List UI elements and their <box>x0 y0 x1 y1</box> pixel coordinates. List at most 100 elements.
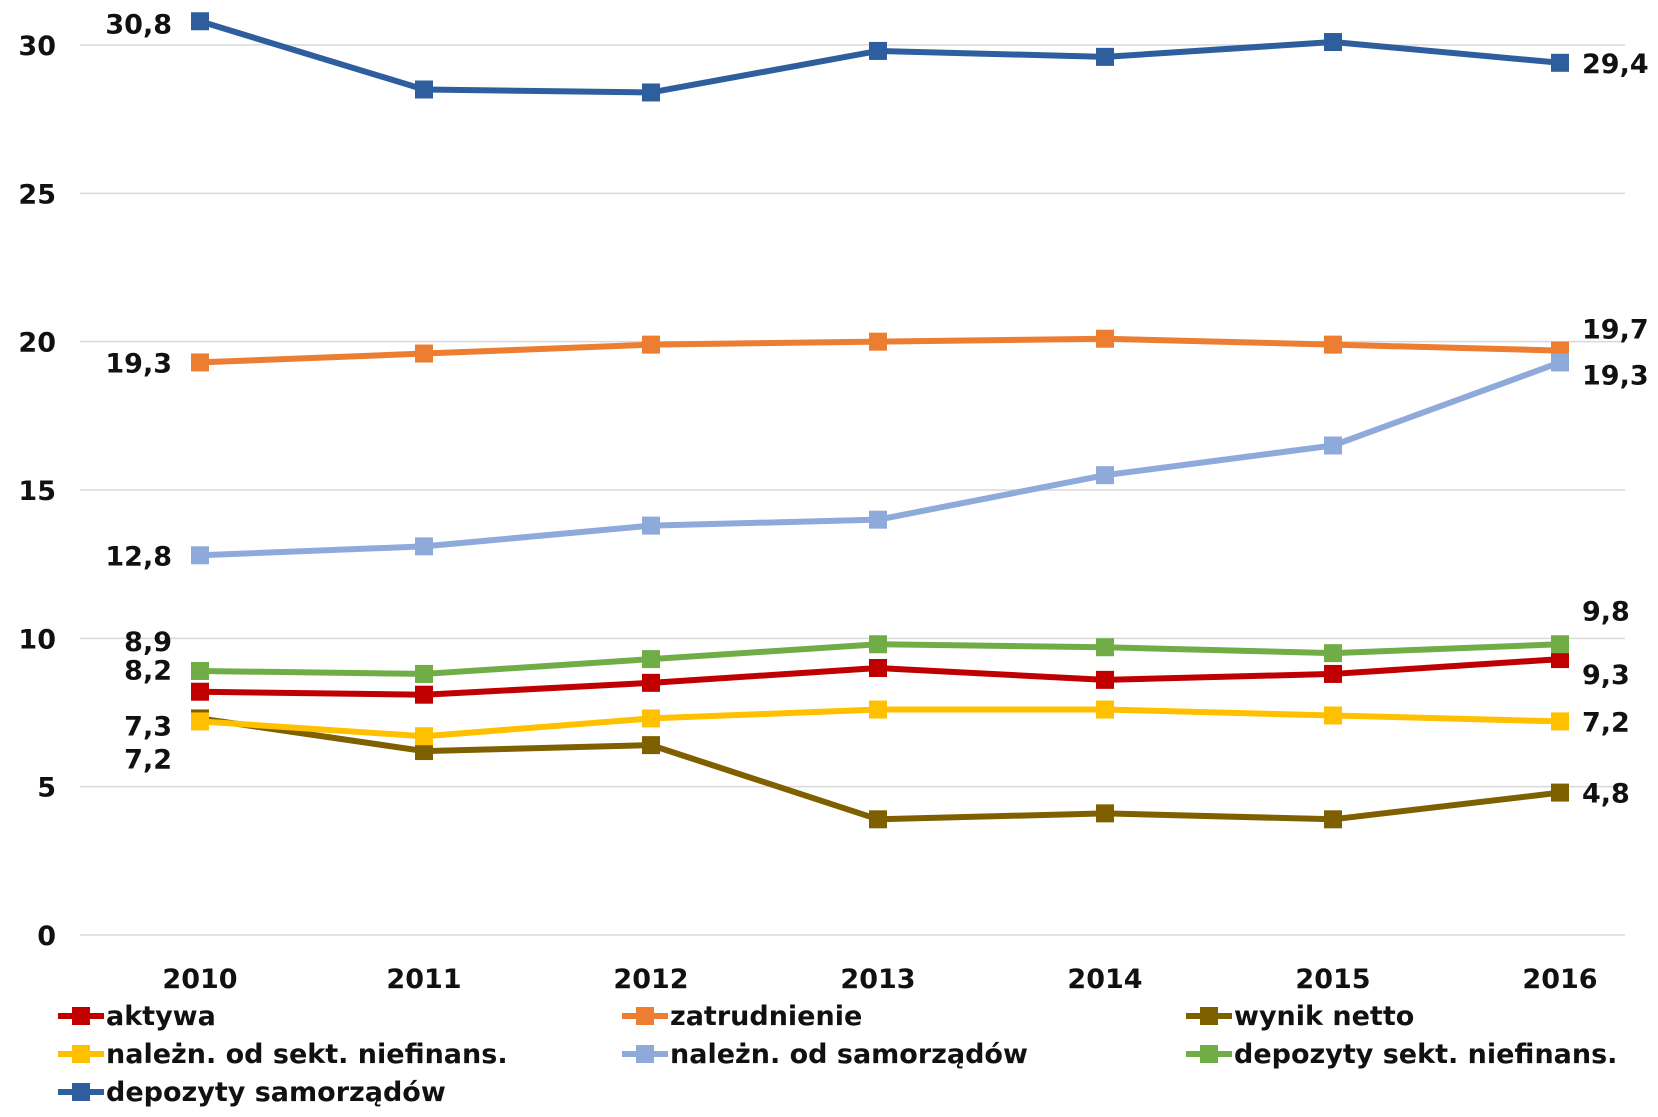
legend-marker <box>1200 1045 1218 1063</box>
data-point <box>191 353 209 372</box>
legend-marker <box>636 1045 654 1063</box>
data-point <box>415 727 433 746</box>
data-point <box>642 516 660 535</box>
data-label-end: 19,3 <box>1582 360 1649 391</box>
x-tick-label: 2015 <box>1295 964 1370 995</box>
series-lines <box>191 12 1569 829</box>
data-point <box>191 661 209 680</box>
data-point <box>642 736 660 755</box>
legend-item: zatrudnienie <box>622 1001 862 1032</box>
data-label-start: 12,8 <box>105 541 172 572</box>
data-point <box>1551 353 1569 372</box>
y-tick-label: 15 <box>18 476 56 507</box>
series-3 <box>191 700 1569 746</box>
gridlines <box>80 44 1625 936</box>
data-point <box>1324 644 1342 663</box>
legend-label: należn. od sekt. niefinans. <box>106 1039 508 1070</box>
data-point <box>191 12 209 31</box>
series-2 <box>191 709 1569 829</box>
y-tick-label: 0 <box>37 921 56 952</box>
data-point <box>1096 700 1114 719</box>
data-point <box>1324 33 1342 52</box>
data-label-start: 19,3 <box>105 348 172 379</box>
data-point <box>869 659 887 677</box>
data-point <box>415 685 433 704</box>
legend-label: należn. od samorządów <box>670 1039 1028 1070</box>
series-1 <box>191 329 1569 372</box>
legend-marker <box>636 1007 654 1025</box>
data-point <box>415 742 433 761</box>
legend-label: aktywa <box>106 1001 216 1032</box>
data-point <box>642 709 660 728</box>
data-point <box>415 80 433 99</box>
legend-item: aktywa <box>58 1001 216 1032</box>
data-point <box>1324 810 1342 829</box>
y-tick-label: 25 <box>18 179 56 210</box>
data-label-start: 7,2 <box>124 744 172 775</box>
data-point <box>642 650 660 669</box>
data-point <box>642 335 660 354</box>
x-tick-label: 2014 <box>1067 964 1142 995</box>
data-label-end: 7,2 <box>1582 707 1630 738</box>
data-label-end: 29,4 <box>1582 49 1649 80</box>
legend-label: depozyty sekt. niefinans. <box>1234 1039 1617 1070</box>
data-point <box>1551 712 1569 731</box>
data-point <box>1096 804 1114 823</box>
data-point <box>415 344 433 363</box>
y-tick-label: 5 <box>37 773 56 804</box>
data-label-start: 8,9 <box>124 627 172 658</box>
data-point <box>415 537 433 556</box>
legend-marker <box>72 1007 90 1025</box>
data-labels: 8,2 9,3 19,3 19,7 7,3 4,8 7,2 7,2 12,8 19,3 8,9 9,8… <box>105 9 1648 809</box>
legend-item: należn. od sekt. niefinans. <box>58 1039 508 1070</box>
x-tick-label: 2012 <box>613 964 688 995</box>
legend-item: wynik netto <box>1186 1001 1414 1032</box>
data-point <box>191 682 209 701</box>
series-5 <box>191 635 1569 683</box>
data-point <box>869 332 887 351</box>
data-point <box>1096 47 1114 66</box>
data-label-end: 19,7 <box>1582 315 1649 346</box>
data-point <box>1324 335 1342 354</box>
data-point <box>1324 706 1342 725</box>
data-point <box>1551 53 1569 72</box>
data-label-end: 9,3 <box>1582 660 1630 691</box>
data-point <box>869 635 887 654</box>
data-point <box>642 673 660 692</box>
legend-label: depozyty samorządów <box>106 1077 446 1108</box>
series-0 <box>191 650 1569 704</box>
data-label-start: 30,8 <box>105 9 172 40</box>
data-label-start: 7,3 <box>124 711 172 742</box>
data-point <box>869 700 887 719</box>
y-axis-ticks: 0 5 10 15 20 25 30 <box>18 31 56 952</box>
legend-item: depozyty sekt. niefinans. <box>1186 1039 1617 1070</box>
legend-item: depozyty samorządów <box>58 1077 446 1108</box>
data-point <box>191 712 209 731</box>
data-point <box>869 510 887 529</box>
data-point <box>1551 650 1569 669</box>
legend-marker <box>1200 1007 1218 1025</box>
series-6 <box>191 12 1569 102</box>
data-point <box>1551 783 1569 802</box>
data-point <box>191 546 209 565</box>
data-point <box>1324 436 1342 455</box>
data-point <box>642 83 660 102</box>
y-tick-label: 30 <box>18 31 56 62</box>
legend-item: należn. od samorządów <box>622 1039 1028 1070</box>
legend-label: zatrudnienie <box>670 1001 862 1032</box>
y-tick-label: 20 <box>18 328 56 359</box>
y-tick-label: 10 <box>18 624 56 655</box>
legend-marker <box>72 1083 90 1101</box>
data-label-end: 9,8 <box>1582 596 1630 627</box>
series-4 <box>191 353 1569 565</box>
data-point <box>869 810 887 829</box>
data-point <box>1551 635 1569 654</box>
legend-marker <box>72 1045 90 1063</box>
data-point <box>1096 466 1114 485</box>
data-point <box>1096 329 1114 348</box>
data-point <box>1096 638 1114 657</box>
data-label-start: 8,2 <box>124 656 172 687</box>
x-tick-label: 2013 <box>840 964 915 995</box>
data-label-end: 4,8 <box>1582 779 1630 810</box>
